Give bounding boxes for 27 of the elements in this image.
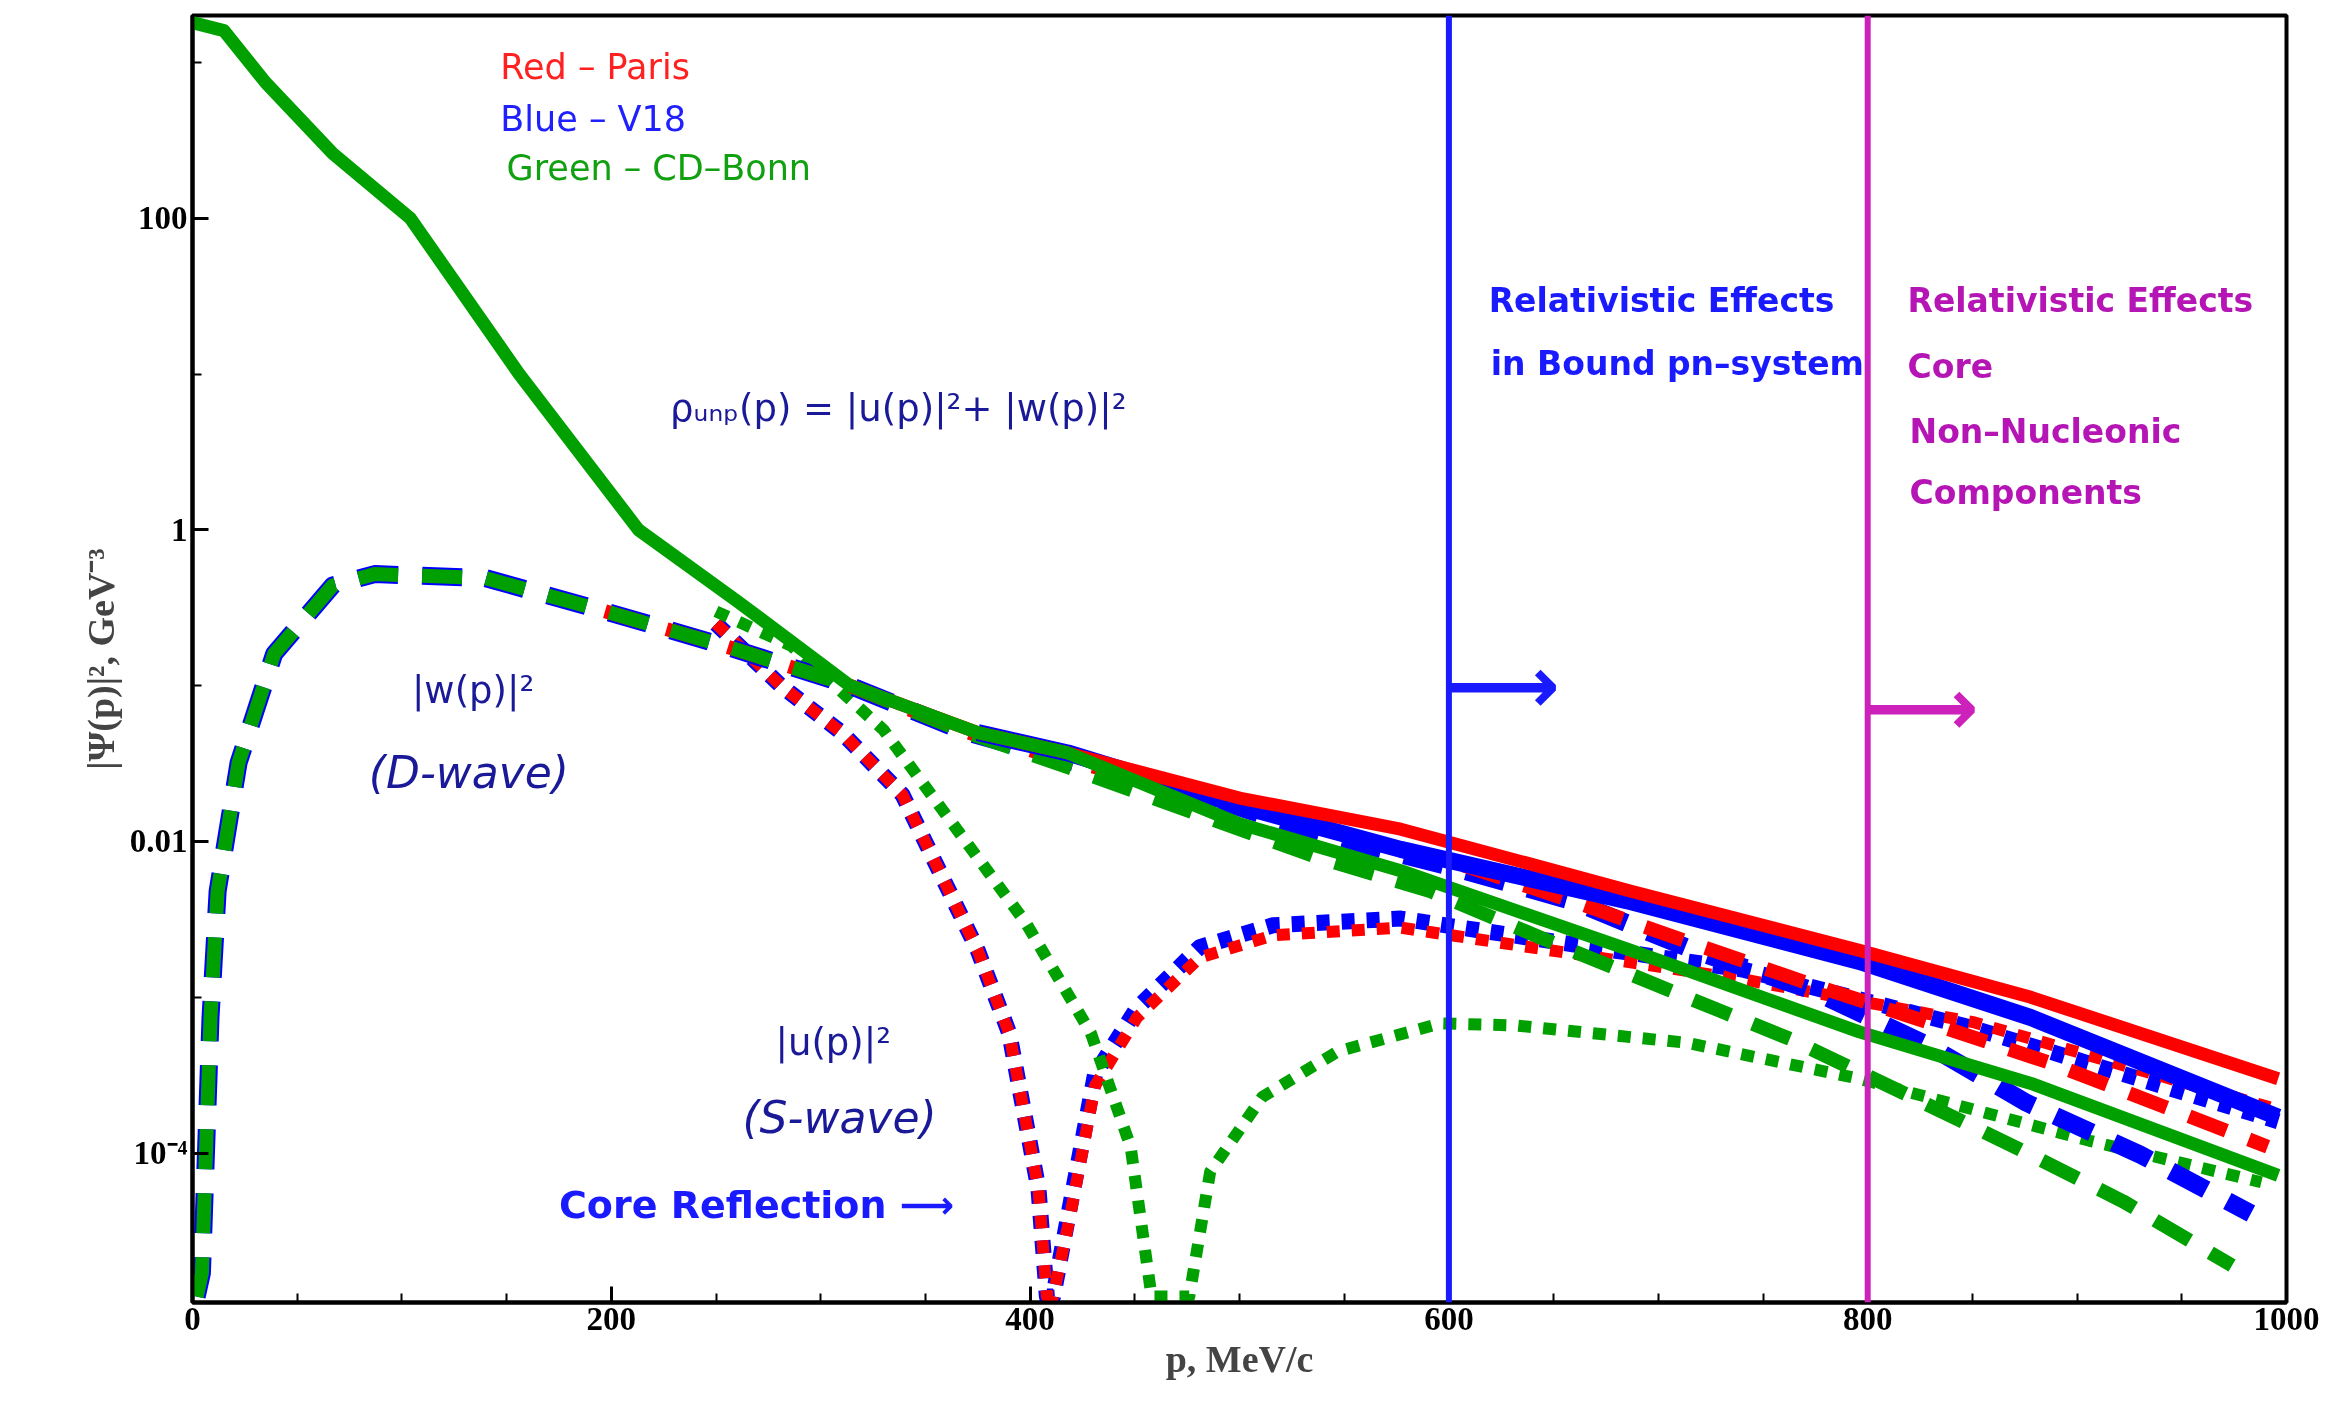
x-tick-label: 1000 (2253, 1300, 2320, 1337)
y-tick-label: 1 (171, 511, 188, 548)
x-tick-label: 400 (1005, 1300, 1055, 1337)
y-axis-title: |Ψ(p)|², GeV⁻³ (79, 548, 123, 770)
x-tick-label: 0 (184, 1300, 201, 1337)
annotation: (S-wave) (742, 1091, 937, 1143)
annotation: |w(p)|² (411, 668, 535, 712)
annotation: Core (1907, 346, 1994, 386)
annotation: Non–Nucleonic (1909, 412, 2182, 452)
annotation: |u(p)|² (775, 1021, 892, 1064)
annotation: Red – Paris (500, 47, 690, 88)
annotation: Relativistic Effects (1907, 281, 2254, 321)
annotation: Relativistic Effects (1488, 281, 1835, 321)
annotation: Blue – V18 (500, 98, 687, 139)
y-tick-label: 10⁻⁴ (133, 1135, 188, 1172)
x-tick-label: 800 (1842, 1300, 1893, 1337)
annotation: Green – CD–Bonn (506, 148, 812, 189)
annotation: Core Reflection ⟶ (558, 1182, 955, 1227)
y-tick-label: 0.01 (129, 823, 188, 860)
annotation: Components (1909, 472, 2142, 512)
annotation: in Bound pn–system (1490, 343, 1864, 383)
annotation: ρᵤₙₚ(p) = |u(p)|²+ |w(p)|² (669, 386, 1127, 430)
x-tick-label: 200 (586, 1300, 637, 1337)
annotation: (D-wave) (368, 747, 569, 799)
x-axis-title: p, MeV/c (1165, 1337, 1314, 1380)
x-tick-label: 600 (1424, 1300, 1474, 1337)
y-tick-label: 100 (138, 200, 188, 237)
